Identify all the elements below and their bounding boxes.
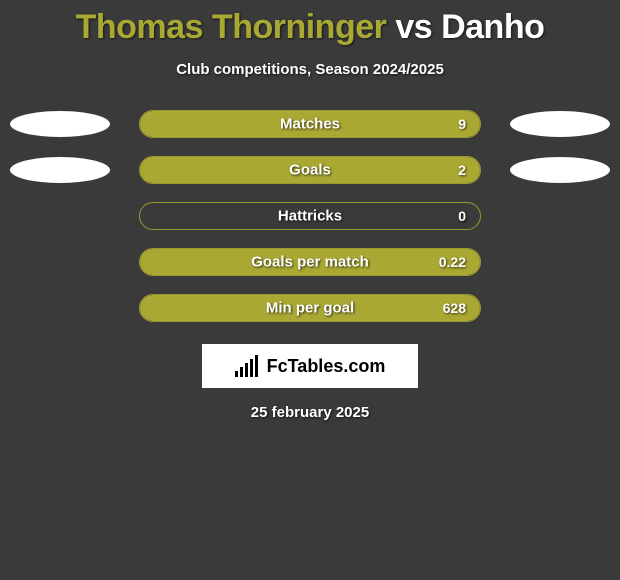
bar-label: Matches [280,116,340,133]
stat-row: Matches 9 [0,110,620,138]
logo-box: FcTables.com [202,344,418,388]
bar-track: Min per goal 628 [139,294,481,322]
stat-row: Goals per match 0.22 [0,248,620,276]
title-vs: vs [395,8,432,46]
logo-bar-icon [240,367,243,377]
bar-value: 0.22 [439,254,466,270]
date-label: 25 february 2025 [0,404,620,421]
logo-bar-icon [245,363,248,377]
logo-bar-icon [235,371,238,377]
stat-row: Hattricks 0 [0,202,620,230]
logo-text: FcTables.com [267,356,386,377]
bar-value: 0 [458,208,466,224]
right-ellipse-icon [510,111,610,137]
bar-track: Goals 2 [139,156,481,184]
title-player2: Danho [441,8,544,46]
right-ellipse-icon [510,157,610,183]
bar-track: Matches 9 [139,110,481,138]
page-title: Thomas Thorninger vs Danho [0,0,620,47]
bar-value: 9 [458,116,466,132]
bar-label: Min per goal [266,300,354,317]
bar-track: Goals per match 0.22 [139,248,481,276]
bar-track: Hattricks 0 [139,202,481,230]
bar-label: Goals per match [251,254,369,271]
logo-bar-icon [255,355,258,377]
bar-value: 2 [458,162,466,178]
title-player1: Thomas Thorninger [76,8,387,46]
subtitle: Club competitions, Season 2024/2025 [0,61,620,78]
stats-container: Matches 9 Goals 2 Hattricks 0 Goals per match 0… [0,110,620,322]
stat-row: Goals 2 [0,156,620,184]
left-ellipse-icon [10,157,110,183]
bar-value: 628 [443,300,466,316]
stat-row: Min per goal 628 [0,294,620,322]
bar-label: Goals [289,162,331,179]
logo-bars-icon [235,355,261,377]
left-ellipse-icon [10,111,110,137]
bar-label: Hattricks [278,208,342,225]
logo-bar-icon [250,359,253,377]
